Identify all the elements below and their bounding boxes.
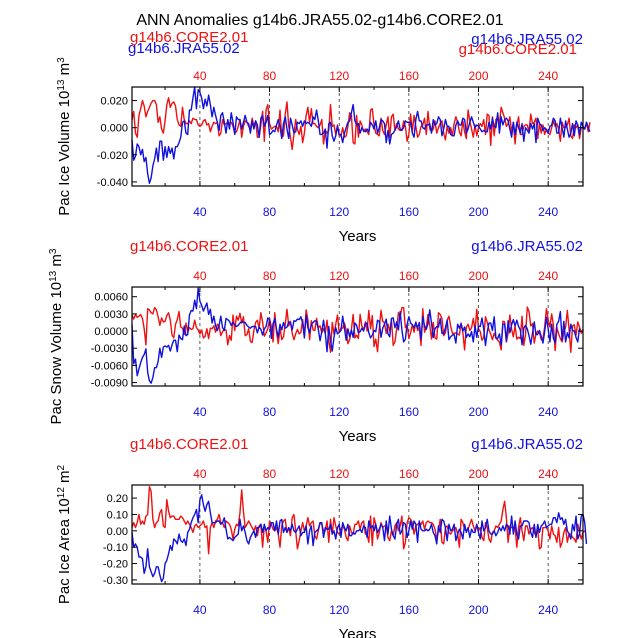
y-axis-label-part: Pac Ice Volume 10 bbox=[56, 91, 73, 216]
ytick-label: 0.00 bbox=[107, 526, 128, 538]
plot-frame bbox=[131, 86, 584, 187]
legend-core: g14b6.CORE2.01 bbox=[130, 436, 248, 453]
ytick-label: -0.0060 bbox=[91, 360, 128, 372]
xtick-label-top: 120 bbox=[329, 69, 349, 83]
xtick-label-bottom: 240 bbox=[538, 405, 558, 419]
ytick-label: -0.040 bbox=[97, 177, 128, 189]
y-axis-label-superscript: 2 bbox=[56, 464, 67, 470]
xtick-label-top: 120 bbox=[329, 269, 349, 283]
figure-title: ANN Anomalies g14b6.JRA55.02-g14b6.CORE2… bbox=[136, 12, 503, 29]
series-line-jra bbox=[131, 287, 581, 384]
xtick-label-top: 160 bbox=[399, 269, 419, 283]
xtick-label-top: 120 bbox=[329, 467, 349, 481]
xtick-label-top: 240 bbox=[538, 269, 558, 283]
legend-core: g14b6.CORE2.01 bbox=[130, 238, 248, 255]
y-axis-label: Pac Ice Volume 1013 m3 bbox=[56, 57, 74, 216]
series-line-core bbox=[131, 306, 584, 353]
xtick-label-top: 240 bbox=[538, 69, 558, 83]
y-axis-label-part: Pac Snow Volume 10 bbox=[48, 282, 65, 425]
xtick-label-bottom: 200 bbox=[469, 205, 489, 219]
xtick-label-bottom: 160 bbox=[399, 205, 419, 219]
xtick-label-bottom: 240 bbox=[538, 205, 558, 219]
ytick-label: -0.30 bbox=[103, 575, 128, 587]
xtick-label-bottom: 120 bbox=[329, 405, 349, 419]
y-axis-label-part: m bbox=[48, 254, 65, 271]
y-axis-label-superscript: 3 bbox=[56, 57, 67, 63]
ytick-label: -0.10 bbox=[103, 542, 128, 554]
ytick-label: 0.000 bbox=[100, 123, 128, 135]
xtick-label-top: 80 bbox=[263, 467, 277, 481]
xtick-label-bottom: 200 bbox=[469, 405, 489, 419]
panel-3: 0.20 0.10 0.00 -0.10 -0.20 -0.30 40 40 80 80 120 12… bbox=[56, 436, 588, 638]
y-axis-label-superscript: 13 bbox=[56, 79, 67, 91]
y-axis-label: Pac Ice Area 1012 m2 bbox=[56, 464, 74, 604]
legend-core-overlap: g14b6.CORE2.01 bbox=[459, 41, 577, 58]
y-axis-label-superscript: 13 bbox=[48, 270, 59, 282]
xtick-label-bottom: 80 bbox=[263, 603, 277, 617]
xtick-label-top: 240 bbox=[538, 467, 558, 481]
legend-jra: g14b6.JRA55.02 bbox=[471, 436, 583, 453]
ytick-label: 0.020 bbox=[100, 96, 128, 108]
xtick-label-bottom: 80 bbox=[263, 205, 277, 219]
ytick-label: -0.20 bbox=[103, 559, 128, 571]
y-axis-label: Pac Snow Volume 1013 m3 bbox=[48, 248, 66, 424]
xtick-label-bottom: 120 bbox=[329, 603, 349, 617]
panel-2: 0.0060 0.0030 0.0000 -0.0030 -0.0060 -0.0090 4… bbox=[48, 238, 584, 445]
xtick-label-top: 40 bbox=[193, 467, 207, 481]
xtick-label-bottom: 120 bbox=[329, 205, 349, 219]
ytick-label: -0.020 bbox=[97, 150, 128, 162]
xtick-label-bottom: 40 bbox=[193, 205, 207, 219]
y-axis-label-superscript: 12 bbox=[56, 487, 67, 499]
plot-frame bbox=[131, 484, 584, 585]
ytick-label: 0.0060 bbox=[94, 292, 128, 304]
legend-core: g14b6.CORE2.01 bbox=[130, 29, 248, 46]
xtick-label-top: 160 bbox=[399, 69, 419, 83]
xtick-label-top: 40 bbox=[193, 69, 207, 83]
panels: 0.020 0.000 -0.020 -0.040 40 40 80 80 120 120 160 1… bbox=[48, 29, 591, 638]
xtick-label-bottom: 160 bbox=[399, 405, 419, 419]
series-line-core bbox=[131, 485, 586, 555]
xtick-label-top: 200 bbox=[469, 269, 489, 283]
xtick-label-bottom: 80 bbox=[263, 405, 277, 419]
legend-jra-overlap: g14b6.JRA55.02 bbox=[128, 40, 240, 57]
y-axis-label-part: m bbox=[56, 470, 73, 487]
legend-jra: g14b6.JRA55.02 bbox=[471, 31, 583, 48]
x-axis-label: Years bbox=[339, 626, 377, 638]
ytick-label: -0.0030 bbox=[91, 343, 128, 355]
ytick-label: 0.20 bbox=[107, 493, 128, 505]
ytick-label: -0.0090 bbox=[91, 378, 128, 390]
y-axis-label-superscript: 3 bbox=[48, 248, 59, 254]
legend-jra: g14b6.JRA55.02 bbox=[471, 238, 583, 255]
xtick-label-bottom: 160 bbox=[399, 603, 419, 617]
y-axis-label-part: m bbox=[56, 63, 73, 80]
series-line-core bbox=[131, 97, 591, 151]
xtick-label-top: 40 bbox=[193, 269, 207, 283]
series-line-jra bbox=[131, 494, 588, 583]
x-axis-label: Years bbox=[339, 228, 377, 245]
xtick-label-bottom: 240 bbox=[538, 603, 558, 617]
xtick-label-bottom: 40 bbox=[193, 405, 207, 419]
xtick-label-bottom: 40 bbox=[193, 603, 207, 617]
y-axis-label-part: Pac Ice Area 10 bbox=[56, 498, 73, 604]
panel-1: 0.020 0.000 -0.020 -0.040 40 40 80 80 120 120 160 1… bbox=[56, 29, 591, 245]
xtick-label-top: 80 bbox=[263, 69, 277, 83]
xtick-label-top: 200 bbox=[469, 467, 489, 481]
xtick-label-top: 200 bbox=[469, 69, 489, 83]
ytick-label: 0.0030 bbox=[94, 309, 128, 321]
plot-frame bbox=[131, 286, 584, 387]
xtick-label-top: 160 bbox=[399, 467, 419, 481]
ytick-label: 0.0000 bbox=[94, 326, 128, 338]
ytick-label: 0.10 bbox=[107, 509, 128, 521]
x-axis-label: Years bbox=[339, 428, 377, 445]
xtick-label-bottom: 200 bbox=[469, 603, 489, 617]
xtick-label-top: 80 bbox=[263, 269, 277, 283]
series-line-jra bbox=[131, 86, 591, 184]
